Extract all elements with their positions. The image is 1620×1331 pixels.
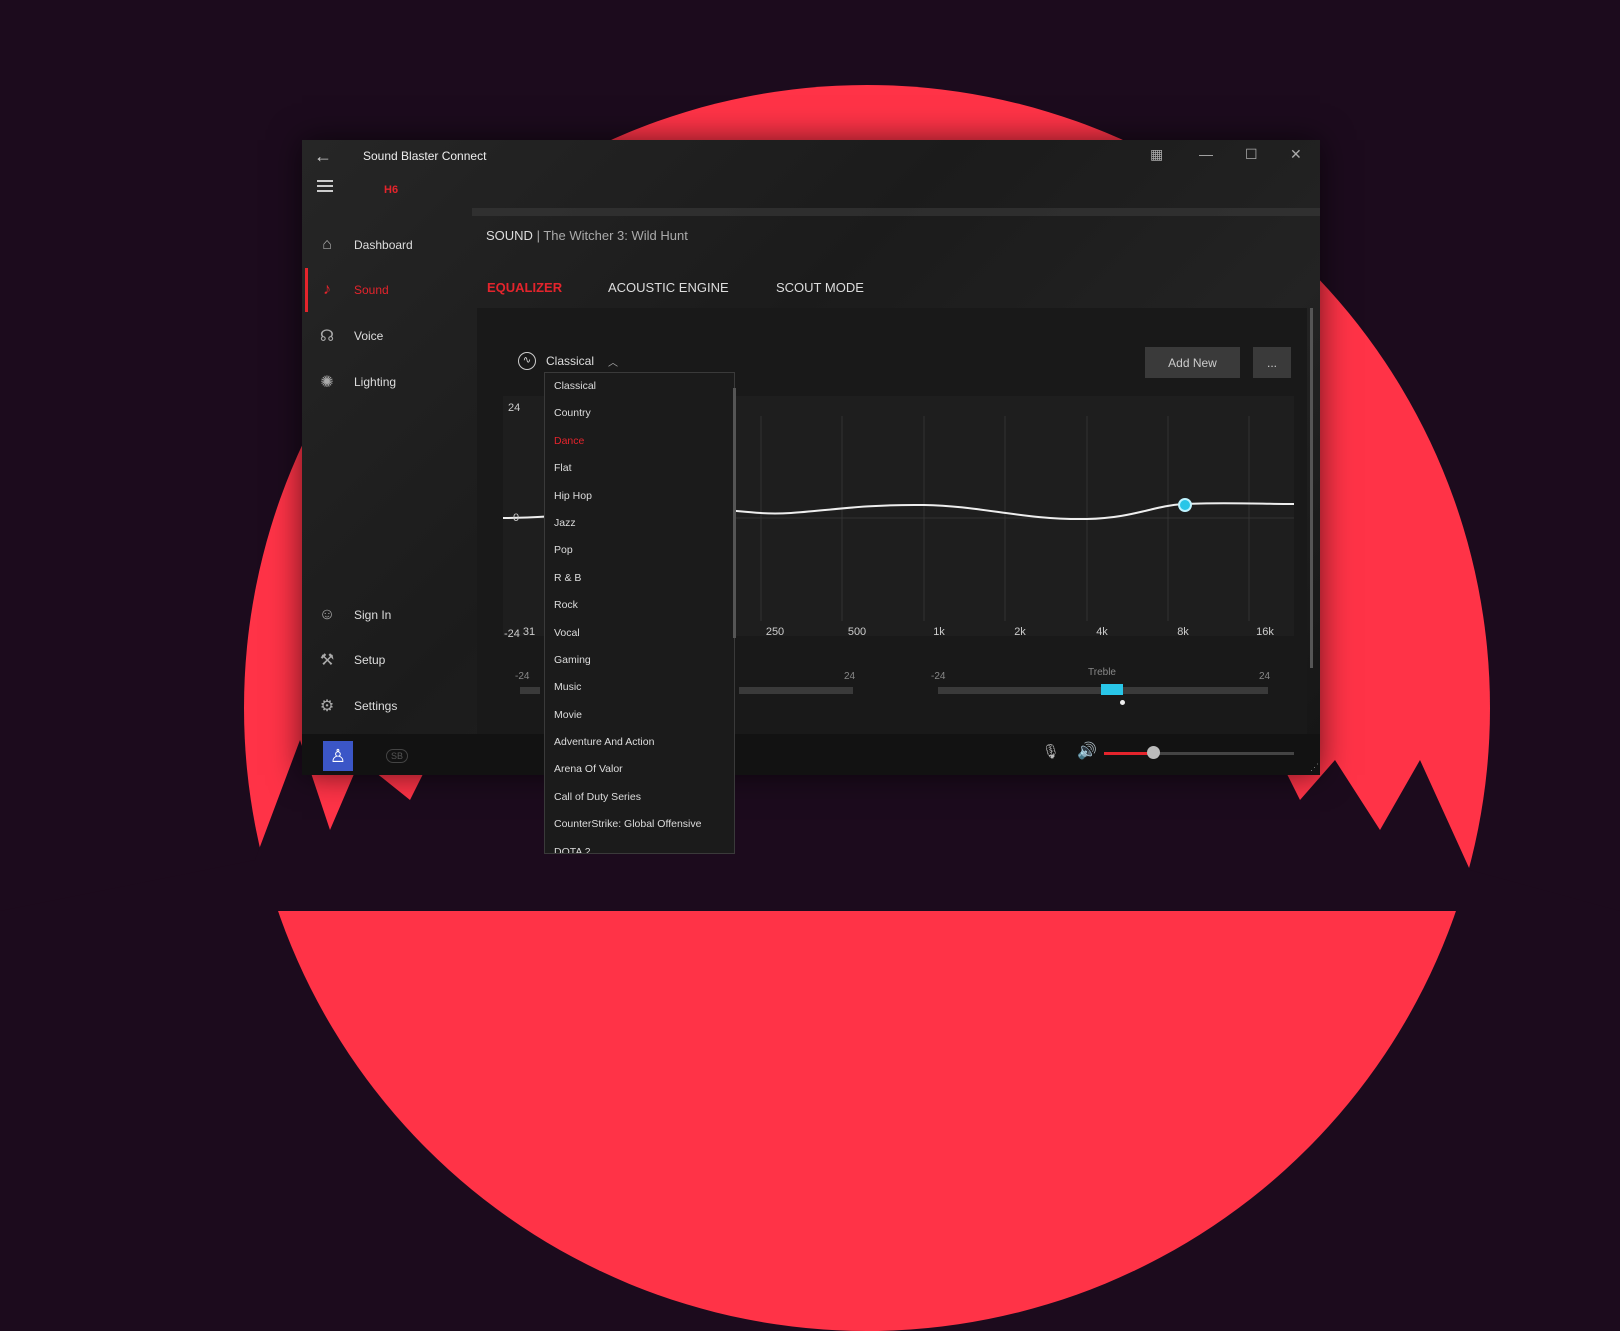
sidebar-item-label: Settings (354, 699, 398, 713)
treble-slider-min: -24 (931, 671, 946, 682)
freq-label-250: 250 (765, 626, 785, 638)
close-button[interactable]: ✕ (1290, 146, 1302, 162)
volume-slider-fill (1104, 752, 1154, 755)
sidebar-item-settings[interactable]: ⚙ Settings (316, 691, 398, 721)
profile-name: The Witcher 3: Wild Hunt (543, 228, 688, 243)
sidebar-item-setup[interactable]: ⚒ Setup (316, 645, 386, 675)
freq-label-4k: 4k (1096, 626, 1108, 638)
sidebar-item-voice[interactable]: ☊ Voice (316, 321, 383, 351)
preset-option[interactable]: DOTA 2 (554, 845, 591, 854)
add-new-button[interactable]: Add New (1145, 347, 1240, 378)
preset-option[interactable]: Dance (554, 434, 585, 447)
sidebar-item-label: Lighting (354, 375, 397, 389)
snap-layout-icon[interactable]: ▦ (1150, 146, 1164, 162)
preset-option[interactable]: Country (554, 407, 591, 420)
preset-dropdown[interactable]: Classical Country Dance Flat Hip Hop Jazz Pop R… (544, 372, 735, 854)
treble-slider-thumb[interactable] (1101, 684, 1123, 695)
sidebar-item-lighting[interactable]: ✺ Lighting (316, 367, 396, 397)
sidebar-item-label: Sign In (354, 608, 392, 622)
sidebar-item-dashboard[interactable]: ⌂ Dashboard (316, 230, 413, 260)
preset-option[interactable]: Adventure And Action (554, 736, 655, 749)
home-icon: ⌂ (322, 236, 332, 253)
app-title: Sound Blaster Connect (363, 149, 487, 163)
sidebar-item-label: Dashboard (354, 238, 413, 252)
sidebar-item-label: Sound (354, 283, 389, 297)
freq-label-2k: 2k (1014, 626, 1026, 638)
freq-label-8k: 8k (1177, 626, 1189, 638)
treble-slider-label: Treble (1088, 667, 1116, 678)
bass-slider-max: 24 (844, 671, 856, 682)
speaker-icon[interactable]: 🔊 (1077, 743, 1097, 760)
eq-band-point (1178, 498, 1192, 512)
bass-slider-min: -24 (515, 671, 530, 682)
freq-label-1k: 1k (933, 626, 945, 638)
preset-option[interactable]: Flat (554, 462, 572, 475)
treble-slider-marker (1120, 700, 1125, 705)
wave-icon: ∿ (518, 352, 536, 370)
content-scrollbar[interactable] (1310, 308, 1313, 668)
minimize-button[interactable]: — (1199, 146, 1213, 162)
dropdown-scrollbar[interactable] (733, 388, 736, 638)
preset-selector[interactable]: ∿ Classical ︿ (518, 352, 618, 370)
treble-slider-max: 24 (1259, 671, 1271, 682)
maximize-button[interactable]: ☐ (1245, 146, 1258, 162)
preset-option[interactable]: Pop (554, 544, 573, 557)
sidebar-item-sound[interactable]: ♪ Sound (316, 275, 389, 305)
sidebar-item-label: Setup (354, 653, 386, 667)
tab-scout-mode[interactable]: SCOUT MODE (776, 280, 864, 295)
volume-slider-track[interactable] (1104, 752, 1294, 755)
sidebar-item-label: Voice (354, 329, 384, 343)
y-axis-max: 24 (508, 402, 521, 414)
preset-option[interactable]: Gaming (554, 653, 591, 666)
preset-option[interactable]: Call of Duty Series (554, 790, 641, 803)
header-strip (472, 208, 1320, 216)
preset-option[interactable]: CounterStrike: Global Offensive (554, 818, 702, 831)
tab-acoustic-engine[interactable]: ACOUSTIC ENGINE (608, 280, 729, 295)
resize-grip-icon[interactable]: ⋰ (1310, 762, 1319, 772)
preset-option[interactable]: Hip Hop (554, 489, 592, 502)
preset-option[interactable]: Movie (554, 708, 583, 721)
preset-option[interactable]: Rock (554, 599, 578, 612)
preset-option[interactable]: R & B (554, 571, 582, 584)
tab-equalizer[interactable]: EQUALIZER (487, 280, 563, 295)
section-name: SOUND (486, 228, 533, 243)
user-icon: ☺ (318, 606, 336, 623)
avatar[interactable]: ♙ (323, 741, 353, 771)
preset-option[interactable]: Vocal (554, 626, 580, 639)
preset-option[interactable]: Jazz (554, 516, 576, 529)
microphone-icon[interactable]: 🎙 (1042, 743, 1060, 759)
gear-icon: ⚙ (319, 698, 335, 715)
chevron-up-icon: ︿ (608, 357, 619, 369)
bass-slider-track[interactable] (739, 687, 853, 694)
preset-option[interactable]: Music (554, 681, 582, 694)
freq-label-16k: 16k (1256, 626, 1274, 638)
wrench-icon: ⚒ (319, 652, 335, 669)
title-bar: ← Sound Blaster Connect ▦ — ☐ ✕ (302, 140, 1320, 172)
device-name: H6 (384, 184, 399, 196)
freq-label-31: 31 (522, 626, 536, 638)
freq-label-500: 500 (847, 626, 867, 638)
bass-slider-track-left[interactable] (520, 687, 540, 694)
preset-option[interactable]: Arena Of Valor (554, 763, 623, 776)
page-title: SOUND | The Witcher 3: Wild Hunt (486, 228, 688, 243)
volume-slider-thumb[interactable] (1147, 746, 1161, 759)
title-separator: | (536, 228, 540, 243)
y-axis-zero: 0 (513, 512, 520, 524)
sidebar-item-sign-in[interactable]: ☺ Sign In (316, 600, 392, 630)
hamburger-menu-icon[interactable] (317, 180, 333, 195)
y-axis-min: -24 (504, 628, 520, 640)
app-window: ← Sound Blaster Connect ▦ — ☐ ✕ H6 ⌂ Das… (302, 140, 1320, 775)
preset-selected-value: Classical (546, 354, 595, 368)
voice-icon: ☊ (319, 328, 335, 345)
active-indicator (305, 268, 308, 312)
more-options-button[interactable]: ... (1253, 347, 1291, 378)
bulb-icon: ✺ (320, 374, 334, 391)
music-note-icon: ♪ (323, 281, 331, 298)
preset-option[interactable]: Classical (554, 380, 597, 392)
background-teeth (0, 0, 1620, 911)
back-arrow-icon[interactable]: ← (314, 146, 332, 166)
sound-blaster-logo: SB (386, 749, 409, 763)
